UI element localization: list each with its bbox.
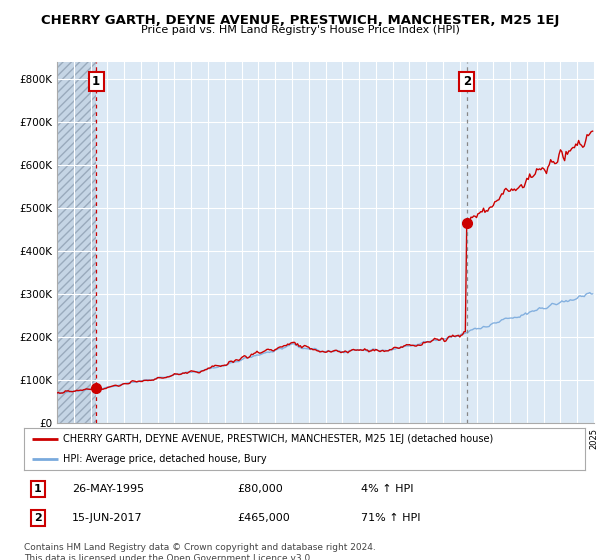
Text: 15-JUN-2017: 15-JUN-2017 <box>71 513 142 523</box>
Text: 1: 1 <box>34 484 42 494</box>
Text: 1: 1 <box>92 75 100 88</box>
Text: CHERRY GARTH, DEYNE AVENUE, PRESTWICH, MANCHESTER, M25 1EJ (detached house): CHERRY GARTH, DEYNE AVENUE, PRESTWICH, M… <box>63 434 494 444</box>
Text: CHERRY GARTH, DEYNE AVENUE, PRESTWICH, MANCHESTER, M25 1EJ: CHERRY GARTH, DEYNE AVENUE, PRESTWICH, M… <box>41 14 559 27</box>
Text: 71% ↑ HPI: 71% ↑ HPI <box>361 513 420 523</box>
Text: 26-MAY-1995: 26-MAY-1995 <box>71 484 144 494</box>
Text: Price paid vs. HM Land Registry's House Price Index (HPI): Price paid vs. HM Land Registry's House … <box>140 25 460 35</box>
Text: 4% ↑ HPI: 4% ↑ HPI <box>361 484 413 494</box>
Bar <box>57 62 96 423</box>
Text: £465,000: £465,000 <box>237 513 290 523</box>
Text: 2: 2 <box>34 513 42 523</box>
Text: 2: 2 <box>463 75 471 88</box>
Text: HPI: Average price, detached house, Bury: HPI: Average price, detached house, Bury <box>63 454 267 464</box>
Text: £80,000: £80,000 <box>237 484 283 494</box>
Text: Contains HM Land Registry data © Crown copyright and database right 2024.
This d: Contains HM Land Registry data © Crown c… <box>24 543 376 560</box>
